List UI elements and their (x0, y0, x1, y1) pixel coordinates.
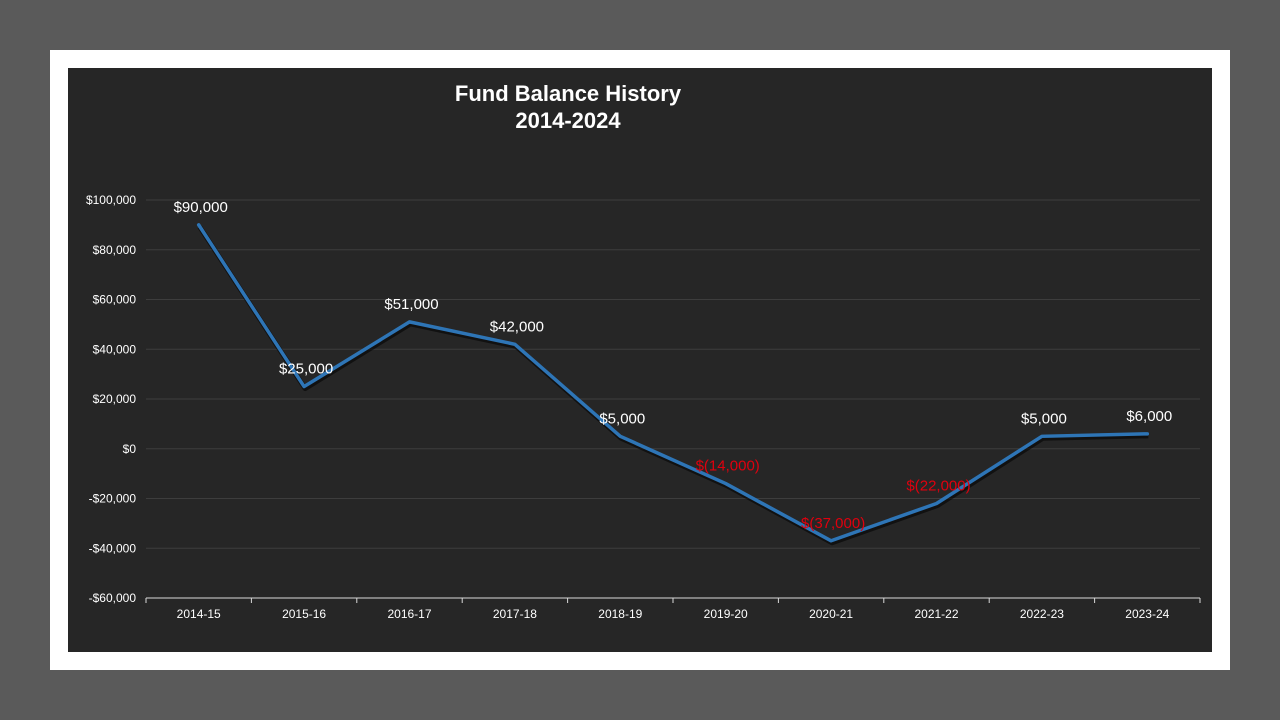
x-tick-label: 2017-18 (493, 607, 537, 621)
data-label: $25,000 (279, 361, 333, 378)
data-label: $42,000 (490, 318, 544, 335)
y-tick-label: $20,000 (93, 392, 137, 406)
x-tick-label: 2020-21 (809, 607, 853, 621)
gridlines (146, 199, 1200, 549)
chart-title: Fund Balance History (454, 81, 682, 106)
y-tick-label: $0 (123, 442, 137, 456)
data-labels: $90,000 $25,000 $51,000 $42,000 $5,000 $(14,0… (174, 199, 1173, 532)
series-line-shadow (197, 225, 1149, 546)
y-tick-label: $60,000 (93, 293, 137, 307)
data-label: $51,000 (384, 296, 438, 313)
data-label: $5,000 (1021, 410, 1067, 427)
line-chart: $100,000 $80,000 $60,000 $40,000 $20,000 $0 -$… (86, 193, 1201, 621)
data-label: $(22,000) (906, 477, 970, 494)
data-label: $6,000 (1126, 408, 1172, 425)
y-axis-tick-labels: $100,000 $80,000 $60,000 $40,000 $20,000 $0 -$… (86, 193, 136, 605)
chart-panel: Fund Balance History 2014-2024 $100,000 $… (68, 68, 1212, 652)
x-axis: 2014-15 2015-16 2016-17 2017-18 2018-19 2019-… (145, 597, 1201, 621)
y-tick-label: -$20,000 (89, 492, 137, 506)
x-tick-label: 2016-17 (387, 607, 431, 621)
x-tick-label: 2021-22 (914, 607, 958, 621)
y-tick-label: -$60,000 (89, 591, 137, 605)
y-tick-label: -$40,000 (89, 541, 137, 555)
x-tick-label: 2022-23 (1020, 607, 1064, 621)
series-line-group (196, 223, 1150, 546)
data-label: $(37,000) (801, 515, 865, 532)
series-line (196, 223, 1150, 543)
x-tick-label: 2014-15 (177, 607, 221, 621)
x-tick-label: 2018-19 (598, 607, 642, 621)
y-tick-label: $100,000 (86, 193, 136, 207)
chart-subtitle: 2014-2024 (515, 108, 621, 133)
y-tick-label: $40,000 (93, 342, 137, 356)
chart-frame: Fund Balance History 2014-2024 $100,000 $… (50, 50, 1230, 670)
x-tick-label: 2015-16 (282, 607, 326, 621)
data-label: $90,000 (174, 199, 228, 216)
data-label: $(14,000) (696, 458, 760, 475)
data-label: $5,000 (599, 410, 645, 427)
x-tick-label: 2019-20 (704, 607, 748, 621)
x-tick-label: 2023-24 (1125, 607, 1169, 621)
y-tick-label: $80,000 (93, 243, 137, 257)
